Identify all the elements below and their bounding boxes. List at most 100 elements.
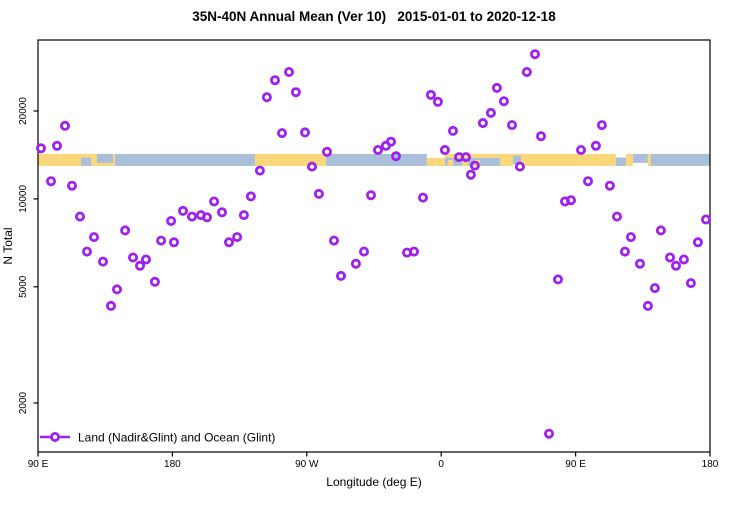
data-point [335, 270, 346, 281]
data-point [75, 211, 86, 222]
x-tick-label: 90 E [28, 459, 49, 470]
data-points [36, 49, 712, 439]
data-point [36, 143, 47, 154]
map-band-segment-ocean [81, 157, 92, 166]
data-point [106, 300, 117, 311]
data-point [166, 215, 177, 226]
x-tick-label: 180 [164, 459, 181, 470]
data-point [216, 207, 227, 218]
map-band-segment-ocean [632, 153, 648, 163]
data-point [498, 96, 509, 107]
data-point [460, 152, 471, 163]
data-point [439, 144, 450, 155]
legend-marker-sample [50, 431, 61, 442]
data-point [261, 92, 272, 103]
data-point [530, 49, 541, 60]
data-point [358, 246, 369, 257]
map-band-segment-land [625, 153, 633, 166]
data-point [290, 87, 301, 98]
data-point [283, 67, 294, 78]
data-point [223, 237, 234, 248]
data-point [89, 232, 100, 243]
data-point [536, 131, 547, 142]
x-tick-label: 0 [438, 459, 444, 470]
data-point [380, 140, 391, 151]
data-point [60, 120, 71, 131]
x-tick-label: 90 W [295, 459, 319, 470]
data-point [365, 190, 376, 201]
data-point [390, 151, 401, 162]
data-point [269, 75, 280, 86]
map-band-segment-ocean [96, 153, 113, 163]
map-band-segment-land [520, 153, 616, 166]
data-point [469, 160, 480, 171]
data-point [491, 82, 502, 93]
data-point [112, 284, 123, 295]
data-point [678, 254, 689, 265]
data-point [120, 225, 131, 236]
data-point [350, 258, 361, 269]
legend-label: Land (Nadir&Glint) and Ocean (Glint) [78, 431, 275, 445]
data-point [583, 176, 594, 187]
data-point [408, 246, 419, 257]
data-point [612, 211, 623, 222]
data-point [232, 232, 243, 243]
map-band-segment-ocean [115, 153, 255, 166]
data-point [465, 169, 476, 180]
data-point [52, 140, 63, 151]
map-band-segment-land [444, 153, 524, 158]
map-band-segment-land [647, 153, 651, 166]
x-tick-label: 90 E [565, 459, 586, 470]
legend: Land (Nadir&Glint) and Ocean (Glint) [40, 431, 275, 445]
data-point [140, 254, 151, 265]
map-band-segment-land [462, 159, 469, 166]
data-point [701, 214, 712, 225]
data-point [306, 161, 317, 172]
map-band [38, 153, 710, 166]
map-band-segment-land [254, 153, 326, 166]
y-tick-label: 2000 [18, 391, 29, 414]
data-point [201, 212, 212, 223]
data-point [168, 237, 179, 248]
y-tick-label: 5000 [18, 275, 29, 298]
y-tick-label: 20000 [18, 97, 29, 125]
map-band-segment-land [38, 153, 116, 166]
data-point [245, 191, 256, 202]
data-point [209, 196, 220, 207]
data-point [447, 125, 458, 136]
data-point [477, 118, 488, 129]
data-point [321, 146, 332, 157]
data-point [635, 258, 646, 269]
map-band-segment-ocean [650, 153, 710, 166]
data-point [671, 260, 682, 271]
data-point [685, 278, 696, 289]
data-point [514, 161, 525, 172]
data-point [521, 67, 532, 78]
data-point [127, 252, 138, 263]
data-point [82, 246, 93, 257]
data-point [566, 195, 577, 206]
data-point [506, 120, 517, 131]
data-point [134, 260, 145, 271]
data-point [485, 107, 496, 118]
data-point [590, 140, 601, 151]
map-band-segment-ocean [615, 157, 626, 166]
data-point [276, 128, 287, 139]
data-point [177, 205, 188, 216]
map-band-segment-land [447, 159, 453, 166]
data-point [186, 211, 197, 222]
x-tick-label: 180 [702, 459, 719, 470]
data-point [313, 188, 324, 199]
data-point [238, 210, 249, 221]
data-point [254, 165, 265, 176]
plot-border [37, 39, 711, 453]
map-band-segment-ocean [325, 153, 427, 166]
x-axis-title: Longitude (deg E) [326, 475, 421, 489]
data-point [46, 176, 57, 187]
data-point [149, 276, 160, 287]
data-point [98, 256, 109, 267]
data-point [642, 300, 653, 311]
data-point [299, 127, 310, 138]
